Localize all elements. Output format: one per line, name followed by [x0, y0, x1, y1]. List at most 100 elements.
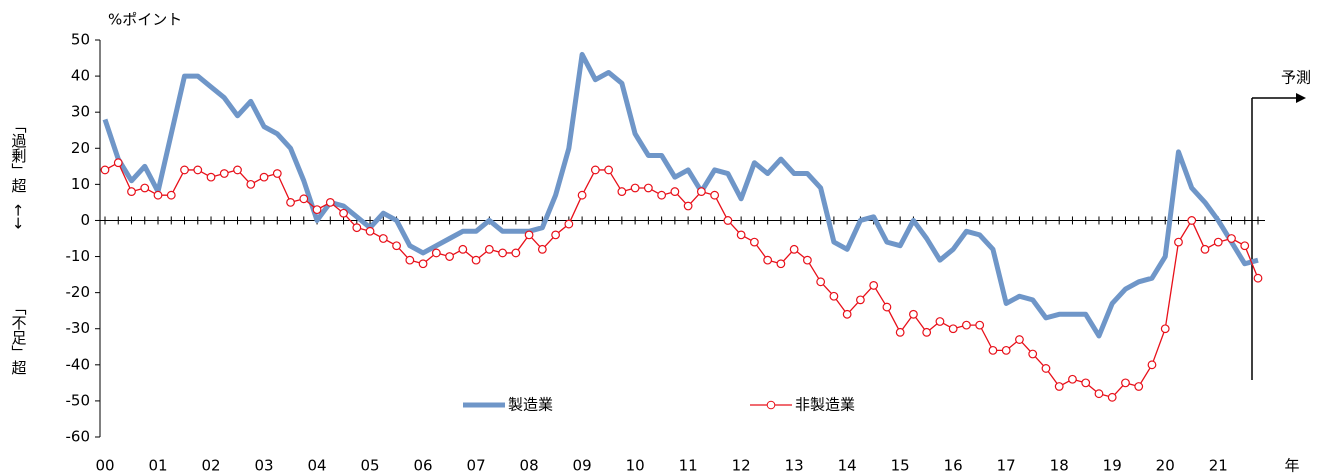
point — [1227, 234, 1236, 243]
legend-label: 製造業 — [508, 396, 553, 414]
point — [696, 187, 706, 196]
point — [378, 234, 388, 243]
point — [1147, 360, 1157, 370]
x-tick-label: 13 — [785, 457, 804, 475]
point — [789, 244, 799, 254]
point — [1174, 237, 1183, 247]
x-tick-label: 18 — [1050, 457, 1069, 475]
point — [776, 259, 786, 269]
point — [1094, 389, 1104, 399]
y-tick-label: 20 — [71, 139, 90, 157]
point — [803, 255, 812, 265]
x-tick-label: 09 — [573, 457, 592, 475]
point — [418, 259, 428, 269]
point — [577, 190, 587, 200]
point — [736, 230, 746, 240]
point — [1028, 349, 1038, 359]
x-tick-label: 17 — [997, 457, 1016, 475]
point — [325, 198, 335, 207]
point — [1054, 382, 1064, 391]
point — [1081, 378, 1091, 388]
point — [1015, 335, 1024, 344]
x-tick-label: 20 — [1156, 457, 1175, 475]
point — [1240, 241, 1250, 251]
x-tick-label: 00 — [95, 457, 114, 475]
point — [537, 244, 547, 254]
x-tick-label: 19 — [1103, 457, 1122, 475]
point — [856, 295, 865, 305]
point — [299, 194, 309, 204]
side-label-bottom: 「不足」超 — [10, 300, 28, 375]
y-tick-label: -30 — [66, 319, 91, 337]
point — [431, 248, 441, 258]
side-label-arrow: ←→ — [10, 204, 28, 229]
point — [975, 320, 985, 330]
point — [405, 255, 415, 265]
series-line — [104, 162, 1259, 398]
point — [259, 172, 269, 182]
x-tick-label: 12 — [732, 457, 751, 475]
point — [127, 187, 136, 196]
point — [511, 248, 521, 258]
point — [1160, 324, 1170, 334]
point — [882, 302, 892, 312]
point — [630, 183, 640, 193]
y-tick-label: -50 — [66, 391, 91, 409]
point — [1068, 374, 1077, 384]
x-tick-label: 16 — [944, 457, 963, 475]
point — [1253, 273, 1263, 283]
point — [1187, 216, 1197, 225]
point — [1121, 378, 1130, 388]
y-tick-label: 30 — [71, 103, 90, 121]
point — [710, 190, 720, 200]
point — [723, 216, 733, 225]
point — [988, 345, 998, 355]
point — [286, 198, 295, 207]
point — [922, 327, 932, 337]
point — [657, 190, 667, 200]
point — [193, 165, 203, 175]
forecast-label: 予測 — [1281, 69, 1311, 87]
point — [962, 320, 971, 330]
point — [153, 190, 163, 200]
y-tick-label: -60 — [66, 428, 91, 446]
point — [1107, 392, 1117, 402]
point — [617, 187, 627, 196]
point — [206, 172, 216, 182]
y-tick-label: -20 — [66, 283, 91, 301]
point — [524, 230, 534, 240]
x-tick-label: 07 — [467, 457, 486, 475]
x-tick-label: 05 — [361, 457, 380, 475]
legend-marker — [766, 400, 776, 410]
point — [829, 291, 839, 301]
x-tick-label: 06 — [414, 457, 433, 475]
x-tick-label: 02 — [201, 457, 220, 475]
point — [1041, 364, 1051, 373]
point — [869, 281, 879, 290]
point — [909, 309, 918, 319]
point — [1001, 345, 1011, 355]
point — [140, 183, 150, 193]
point — [564, 219, 574, 229]
point — [392, 241, 401, 251]
y-tick-label: 50 — [71, 31, 90, 49]
point — [683, 201, 693, 211]
y-tick-label: 10 — [71, 175, 90, 193]
y-tick-label: -40 — [66, 355, 91, 373]
x-tick-label: 11 — [679, 457, 698, 475]
series-line — [102, 51, 1259, 339]
point — [233, 165, 242, 175]
legend-label: 非製造業 — [795, 396, 855, 414]
point — [816, 277, 826, 287]
point — [948, 324, 958, 334]
point — [166, 190, 176, 200]
y-tick-label: 40 — [71, 67, 90, 85]
y-axis-unit: %ポイント — [108, 11, 182, 29]
point — [272, 169, 282, 178]
point — [352, 223, 362, 233]
x-axis-label: 年 — [1284, 457, 1299, 475]
y-tick-label: -10 — [66, 247, 91, 265]
point — [219, 169, 229, 178]
x-tick-label: 15 — [891, 457, 910, 475]
